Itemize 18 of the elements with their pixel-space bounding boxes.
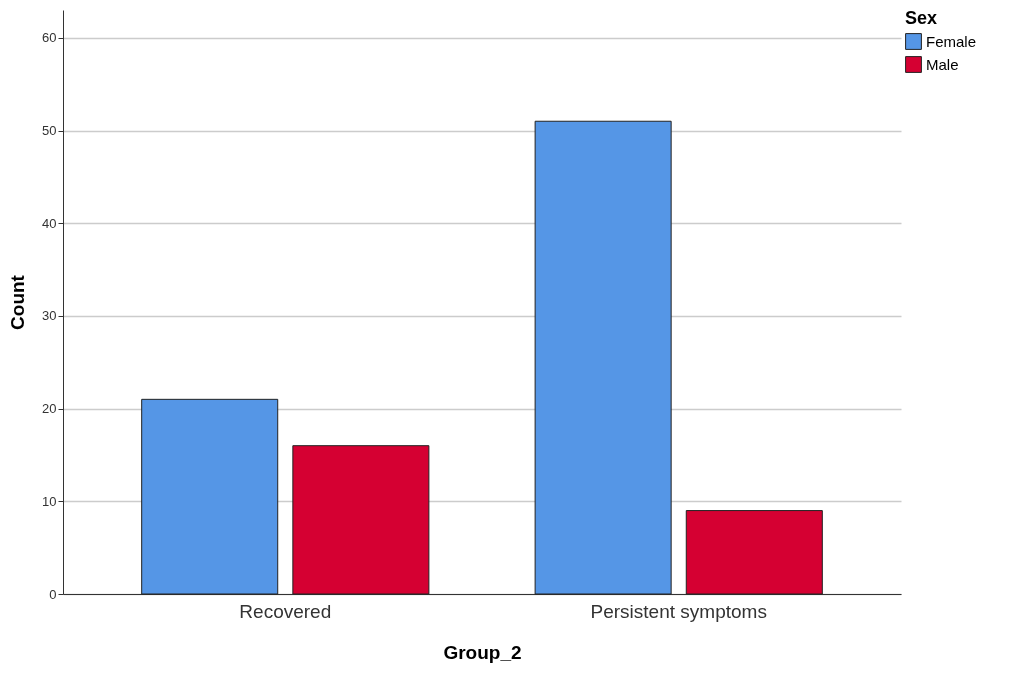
bar <box>685 510 823 595</box>
bar <box>534 120 672 595</box>
x-tick-label: Recovered <box>239 600 332 622</box>
y-axis-title: Count <box>7 274 29 330</box>
y-tick-label: 20 <box>42 401 57 417</box>
legend-label: Male <box>926 55 959 73</box>
y-tick-label: 40 <box>42 215 57 231</box>
y-tick-label: 0 <box>49 586 57 602</box>
x-axis-title: Group_2 <box>443 641 522 663</box>
legend-title: Sex <box>905 8 938 28</box>
legend-label: Female <box>926 32 977 50</box>
y-tick-label: 50 <box>42 123 57 139</box>
y-tick-label: 30 <box>42 308 57 324</box>
bar <box>141 398 279 595</box>
x-tick-label: Persistent symptoms <box>590 600 767 622</box>
y-tick-label: 10 <box>42 493 57 509</box>
bar <box>292 445 430 595</box>
y-tick-label: 60 <box>42 30 57 46</box>
